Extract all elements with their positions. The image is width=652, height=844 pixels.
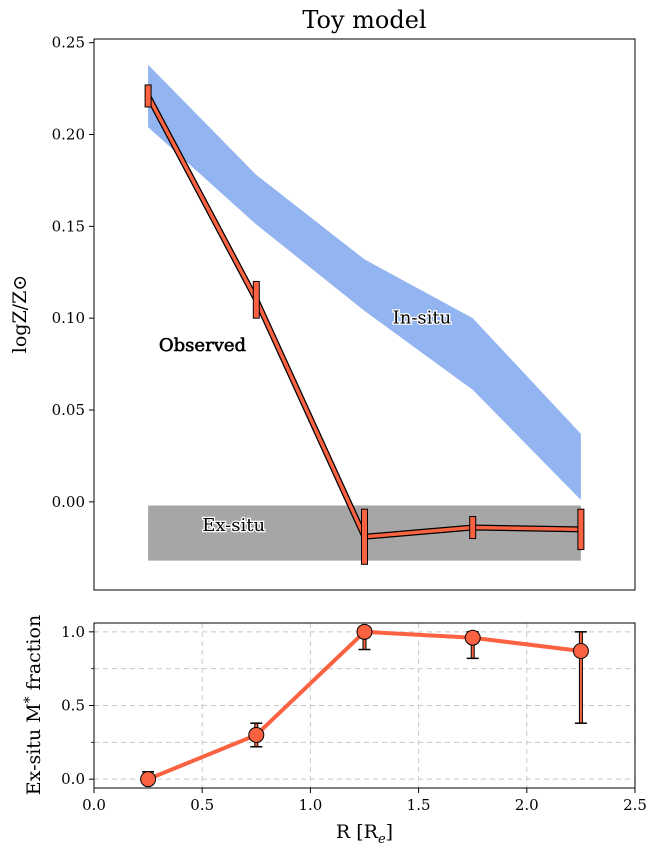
y-tick-label: 0.25	[52, 34, 85, 52]
annotation-in-situ: In-situ	[393, 308, 452, 329]
bottom-yaxis: 0.0 0.5 1.0	[61, 623, 94, 788]
bottom-xaxis: 0.0 0.5 1.0 1.5 2.0 2.5	[82, 788, 647, 814]
fraction-marker	[356, 623, 373, 640]
exsitu-fraction-panel: 0.0 0.5 1.0 0.0 0.5 1.0 1.5 2.0 2.5 R [Re] Ex-s…	[22, 615, 647, 844]
observed-errorbar	[144, 84, 152, 108]
observed-errorbar	[577, 508, 585, 551]
band-layer	[148, 64, 581, 561]
bottom-y-axis-label: Ex-situ M* fraction	[22, 615, 45, 795]
fraction-marker	[572, 642, 589, 659]
annotation-ex-situ: Ex-situ	[202, 515, 265, 536]
observed-errorbar	[361, 508, 368, 565]
y-tick-label: 0.20	[52, 126, 85, 144]
in-situ-band	[148, 64, 581, 501]
y-tick-label: 0.00	[52, 493, 85, 511]
fraction-marker	[464, 629, 481, 646]
annotation-observed: Observed	[159, 335, 246, 356]
top-axes-frame	[93, 38, 636, 591]
observed-errorbar	[469, 516, 477, 540]
observed-errorbar	[252, 280, 260, 319]
top-yaxis: 0.00 0.05 0.10 0.15 0.20 0.25	[52, 34, 94, 511]
fraction-marker	[140, 771, 157, 788]
y-tick-label: 0.15	[52, 217, 85, 235]
chart-title: Toy model	[302, 6, 426, 34]
x-tick-label: 2.5	[623, 796, 647, 814]
y-tick-label: 0.5	[61, 697, 85, 715]
x-tick-label: 1.0	[298, 796, 322, 814]
x-axis-label: R [Re]	[336, 821, 393, 844]
fraction-series-layer	[140, 623, 589, 788]
y-tick-label: 0.05	[52, 401, 85, 419]
y-tick-label: 0.10	[52, 309, 85, 327]
fraction-marker	[248, 726, 265, 743]
x-tick-label: 1.5	[407, 796, 431, 814]
y-tick-label: 0.0	[61, 770, 85, 788]
annotation-layer: Observed In-situ Ex-situ	[159, 306, 453, 537]
x-tick-label: 0.5	[190, 796, 214, 814]
x-tick-label: 0.0	[82, 796, 106, 814]
y-tick-label: 1.0	[61, 623, 85, 641]
x-tick-label: 2.0	[515, 796, 539, 814]
series-layer	[144, 84, 585, 565]
top-y-axis-label: logZ/Z⊙	[9, 275, 31, 353]
